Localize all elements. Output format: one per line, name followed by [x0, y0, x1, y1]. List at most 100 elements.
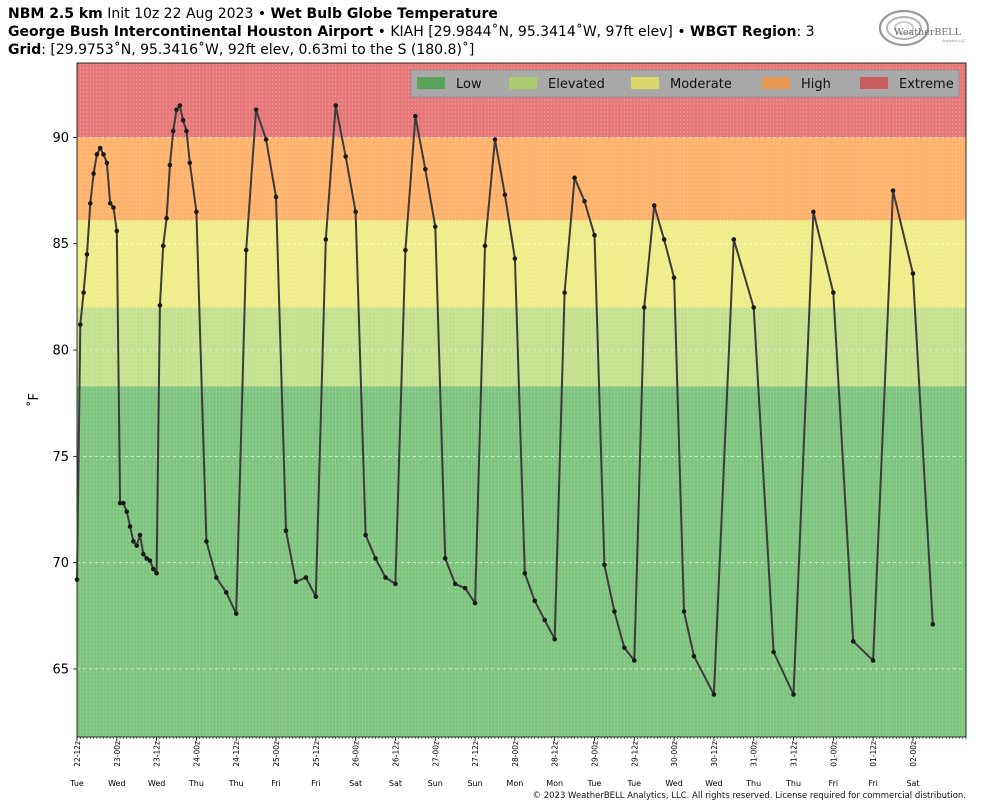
logo-text: WeatherBELL: [894, 27, 962, 38]
wbgt-data-point: [850, 639, 856, 644]
wbgt-data-point: [303, 575, 309, 580]
x-day-label: Fri: [829, 779, 839, 788]
wbgt-data-point: [97, 145, 103, 151]
risk-band-high: [77, 137, 966, 221]
wbgt-data-point: [94, 152, 100, 157]
title-line-3: Grid: [29.9753˚N, 95.3416˚W, 92ft elev, …: [8, 41, 474, 59]
wbgt-data-point: [383, 575, 388, 580]
x-day-label: Wed: [705, 779, 722, 788]
wbgt-data-point: [150, 566, 156, 572]
legend-swatch-extreme: [860, 77, 888, 89]
wbgt-data-point: [124, 509, 130, 514]
grid-label: Grid: [8, 42, 42, 58]
x-tick-label: 23-12z: [153, 741, 162, 767]
hourly-gridlines: [80, 63, 963, 737]
wbgt-data-point: [87, 201, 93, 206]
wbgt-data-point: [811, 209, 816, 215]
legend-label-elevated: Elevated: [548, 77, 605, 92]
wbgt-data-point: [253, 107, 259, 113]
x-day-label: Fri: [271, 779, 281, 788]
x-tick-label: 22-12z: [73, 741, 82, 767]
wbgt-data-point: [403, 247, 408, 253]
wbgt-data-point: [147, 558, 153, 563]
legend-swatch-elevated: [509, 77, 537, 89]
wbgt-data-point: [791, 692, 796, 697]
wbgt-data-point: [154, 570, 159, 576]
wbgt-data-point: [233, 611, 239, 616]
wbgt-data-point: [731, 237, 737, 242]
wbgt-data-point: [223, 590, 229, 595]
legend-swatch-high: [762, 77, 790, 89]
model-name: NBM 2.5 km: [8, 6, 103, 22]
wbgt-data-point: [283, 528, 289, 534]
title-line-1: NBM 2.5 km Init 10z 22 Aug 2023 • Wet Bu…: [8, 5, 498, 23]
wbgt-data-point: [542, 617, 548, 623]
wbgt-data-point: [160, 243, 166, 249]
grid-value: : [29.9753˚N, 95.3416˚W, 92ft elev, 0.63…: [41, 42, 475, 58]
wbgt-data-point: [641, 305, 647, 310]
x-tick-label: 29-12z: [630, 741, 639, 767]
x-tick-label: 26-12z: [391, 741, 400, 767]
x-day-label: Thu: [745, 779, 761, 788]
separator: •: [257, 6, 267, 22]
title-line-2: George Bush Intercontinental Houston Air…: [8, 23, 815, 41]
wbgt-data-point: [134, 543, 140, 548]
wbgt-data-point: [661, 237, 667, 242]
x-tick-label: 28-00z: [511, 741, 520, 767]
wbgt-data-point: [174, 107, 179, 113]
wbgt-data-point: [711, 692, 717, 697]
y-axis-label: ˚F: [26, 393, 42, 407]
y-tick-label: 65: [52, 662, 69, 677]
wbgt-data-point: [472, 600, 478, 606]
x-day-label: Tue: [69, 779, 84, 788]
x-tick-label: 23-00z: [113, 741, 122, 767]
x-day-label: Thu: [785, 779, 801, 788]
legend-swatch-moderate: [631, 77, 659, 89]
wbgt-data-point: [502, 192, 508, 198]
wbgt-data-point: [333, 103, 339, 108]
station-info: KIAH [29.9844˚N, 95.3414˚W, 97ft elev]: [390, 24, 673, 40]
wbgt-data-point: [170, 128, 176, 134]
wbgt-data-point: [84, 252, 90, 257]
wbgt-data-point: [167, 162, 173, 168]
x-tick-label: 31-00z: [750, 741, 759, 767]
x-day-label: Tue: [587, 779, 602, 788]
wbgt-data-point: [78, 322, 83, 327]
legend-swatch-low: [417, 77, 445, 89]
wbgt-data-point: [631, 658, 637, 663]
x-tick-label: 31-12z: [790, 741, 799, 767]
legend-label-high: High: [801, 77, 831, 92]
wbgt-data-point: [432, 224, 438, 230]
logo-subtext: Analytics LLC: [942, 39, 966, 43]
x-day-label: Fri: [868, 779, 878, 788]
wbgt-data-point: [214, 575, 219, 580]
x-tick-label: 29-00z: [590, 741, 599, 767]
wbgt-data-point: [651, 203, 657, 208]
wbgt-data-point: [243, 247, 249, 253]
wbgt-data-point: [831, 290, 836, 295]
risk-band-elevated: [77, 307, 966, 387]
separator: •: [377, 24, 386, 40]
x-day-label: Sat: [389, 779, 402, 788]
station-name: George Bush Intercontinental Houston Air…: [8, 24, 374, 40]
wbgt-data-point: [353, 209, 358, 215]
x-day-label: Sat: [906, 779, 919, 788]
y-tick-label: 70: [52, 556, 69, 571]
wbgt-data-point: [141, 551, 146, 557]
wbgt-data-point: [681, 609, 687, 614]
wbgt-data-point: [194, 209, 199, 215]
wbgt-data-point: [512, 256, 518, 261]
wbgt-data-point: [187, 160, 193, 166]
x-tick-label: 24-12z: [232, 741, 241, 767]
wbgt-data-point: [363, 532, 368, 538]
wbgt-data-point: [622, 645, 627, 651]
wbgt-data-point: [273, 194, 279, 200]
wbgt-data-point: [180, 118, 186, 123]
wbgt-data-point: [313, 594, 319, 599]
wbgt-data-point: [532, 598, 538, 604]
wbgt-data-point: [101, 152, 106, 157]
wbgt-data-point: [293, 579, 299, 585]
separator: •: [677, 24, 686, 40]
x-day-label: Sun: [467, 779, 482, 788]
wbgt-data-point: [691, 653, 697, 659]
